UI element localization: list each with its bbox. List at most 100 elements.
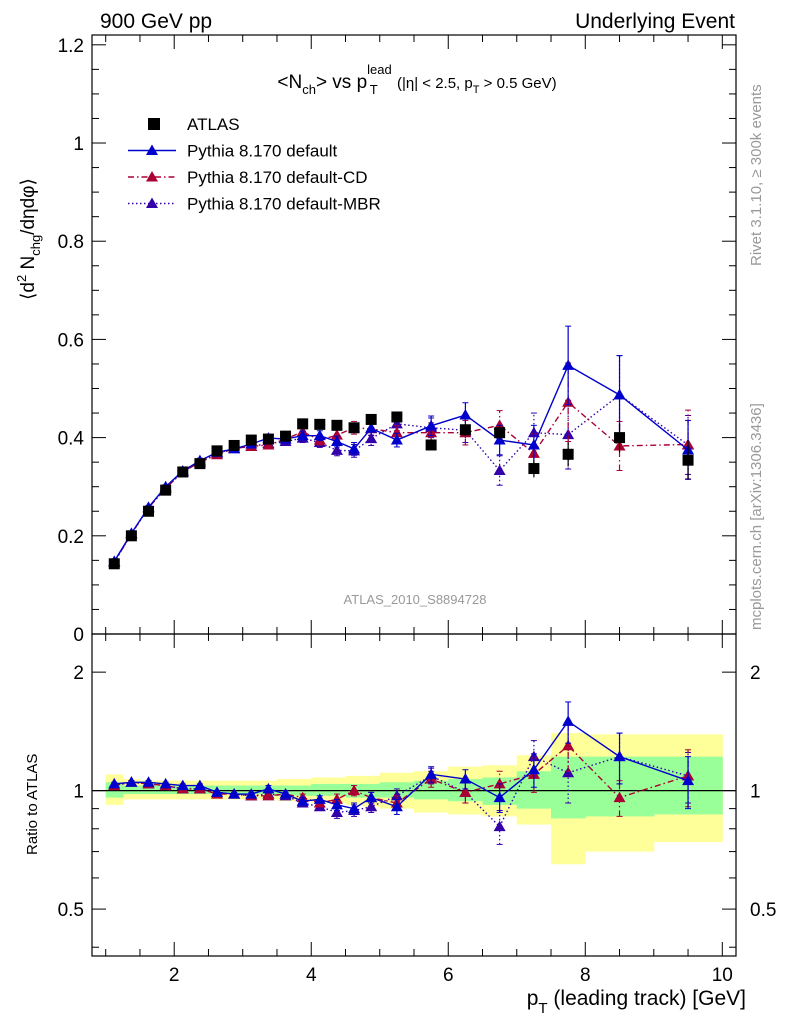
ratio-point	[613, 750, 626, 762]
main-y-axis-label: ⟨d2 Nchg/dηdφ⟩	[14, 178, 43, 300]
legend-entry: Pythia 8.170 default-CD	[128, 168, 368, 187]
band-segment	[328, 783, 346, 796]
ratio-series-pythia-8-170-default	[108, 701, 695, 815]
main-series	[108, 325, 695, 570]
ratio-point	[108, 777, 121, 789]
series-atlas	[108, 411, 694, 570]
ratio-point	[459, 786, 472, 797]
data-point	[143, 505, 155, 517]
data-point	[262, 433, 274, 445]
ratio-y-tick-label-right: 2	[750, 663, 761, 684]
main-y-tick-label: 1.2	[58, 36, 84, 57]
data-point	[391, 411, 403, 423]
data-point	[459, 424, 471, 436]
ratio-point	[262, 789, 275, 801]
ratio-line	[114, 755, 689, 828]
ratio-point	[348, 784, 361, 796]
data-point	[348, 422, 360, 434]
ratio-point	[613, 791, 626, 803]
watermark: ATLAS_2010_S8894728	[344, 592, 487, 607]
ratio-point	[279, 788, 292, 799]
legend-label: ATLAS	[187, 115, 240, 134]
data-point	[177, 466, 189, 478]
data-point	[613, 388, 626, 400]
ratio-ticks: 0.5 0.5 1 1 2 2 2 4 6 8 10	[58, 634, 776, 986]
ratio-point	[493, 777, 506, 789]
band-segment	[139, 785, 158, 795]
side-label-top: Rivet 3.1.10, ≥ 300k events	[748, 84, 765, 266]
x-axis-label: pT (leading track) [GeV]	[527, 987, 746, 1017]
ratio-point	[365, 791, 378, 803]
data-point	[330, 435, 343, 447]
ratio-point	[390, 789, 403, 801]
ratio-point	[142, 776, 155, 787]
legend-label: Pythia 8.170 default-CD	[187, 168, 368, 187]
band-segment	[311, 783, 329, 796]
ratio-panel: 0.5 0.5 1 1 2 2 2 4 6 8 10 Ratio to ATLAS pT (lead…	[24, 633, 776, 1017]
data-point	[562, 359, 575, 370]
ratio-point	[211, 786, 224, 797]
ratio-point	[365, 800, 378, 812]
ratio-point	[296, 795, 309, 806]
main-y-ticks: 0 0.2 0.4 0.6 0.8 1 1.2	[58, 35, 736, 646]
data-point	[108, 558, 120, 570]
legend-entry: Pythia 8.170 default-MBR	[128, 195, 381, 214]
ratio-point	[193, 779, 206, 791]
data-point	[211, 445, 223, 457]
ratio-point	[330, 793, 343, 804]
data-point	[330, 444, 343, 455]
data-point	[313, 429, 326, 441]
main-panel: 0 0.2 0.4 0.6 0.8 1 1.2 <Nch> vs plead T (|η| <…	[14, 34, 737, 646]
data-point	[459, 409, 472, 420]
x-tick-label: 4	[306, 965, 317, 986]
data-point	[365, 422, 378, 433]
data-point	[330, 429, 343, 440]
data-point	[331, 419, 343, 431]
data-point	[245, 434, 257, 446]
data-point	[296, 429, 309, 441]
ratio-point	[390, 800, 403, 812]
data-point	[493, 464, 506, 476]
legend-label: Pythia 8.170 default-MBR	[187, 195, 381, 214]
x-tick-label: 8	[580, 965, 591, 986]
legend-entry: Pythia 8.170 default	[128, 142, 338, 161]
data-point	[527, 438, 540, 450]
x-tick-label: 10	[712, 965, 733, 986]
main-y-tick-label: 0	[73, 625, 84, 646]
ratio-y-tick-label-right: 1	[750, 782, 761, 803]
header-left: 900 GeV pp	[100, 10, 212, 33]
ratio-y-tick-label-right: 0.5	[750, 900, 776, 921]
main-title: <Nch> vs plead T (|η| < 2.5, pT > 0.5 GeV…	[277, 62, 556, 97]
data-point	[365, 413, 377, 425]
data-point	[314, 418, 326, 430]
legend-label: Pythia 8.170 default	[187, 142, 338, 161]
ratio-point	[562, 739, 575, 751]
data-point	[494, 427, 506, 439]
x-tick-label: 6	[443, 965, 454, 986]
legend-marker	[148, 118, 160, 130]
data-point	[280, 430, 292, 442]
data-point	[562, 428, 575, 440]
ratio-point	[425, 768, 438, 779]
main-y-tick-label: 0.6	[58, 330, 84, 351]
ratio-frame-border	[91, 633, 737, 957]
band-segment	[122, 785, 141, 795]
ratio-point	[562, 766, 575, 778]
data-point	[160, 484, 172, 496]
ratio-point	[493, 820, 506, 832]
legend-marker	[146, 144, 158, 155]
main-y-tick-label: 0.8	[58, 232, 84, 253]
ratio-y-tick-label: 1	[73, 782, 84, 803]
ratio-point	[125, 776, 138, 787]
main-y-tick-label: 0.2	[58, 527, 84, 548]
legend: ATLAS Pythia 8.170 default Pythia 8.170 de…	[128, 115, 381, 214]
data-point	[125, 530, 137, 542]
data-point	[348, 442, 361, 454]
data-point	[425, 439, 437, 451]
data-point	[297, 418, 309, 430]
main-y-tick-label: 0.4	[58, 429, 85, 450]
data-point	[614, 432, 626, 444]
ratio-series	[108, 701, 695, 845]
